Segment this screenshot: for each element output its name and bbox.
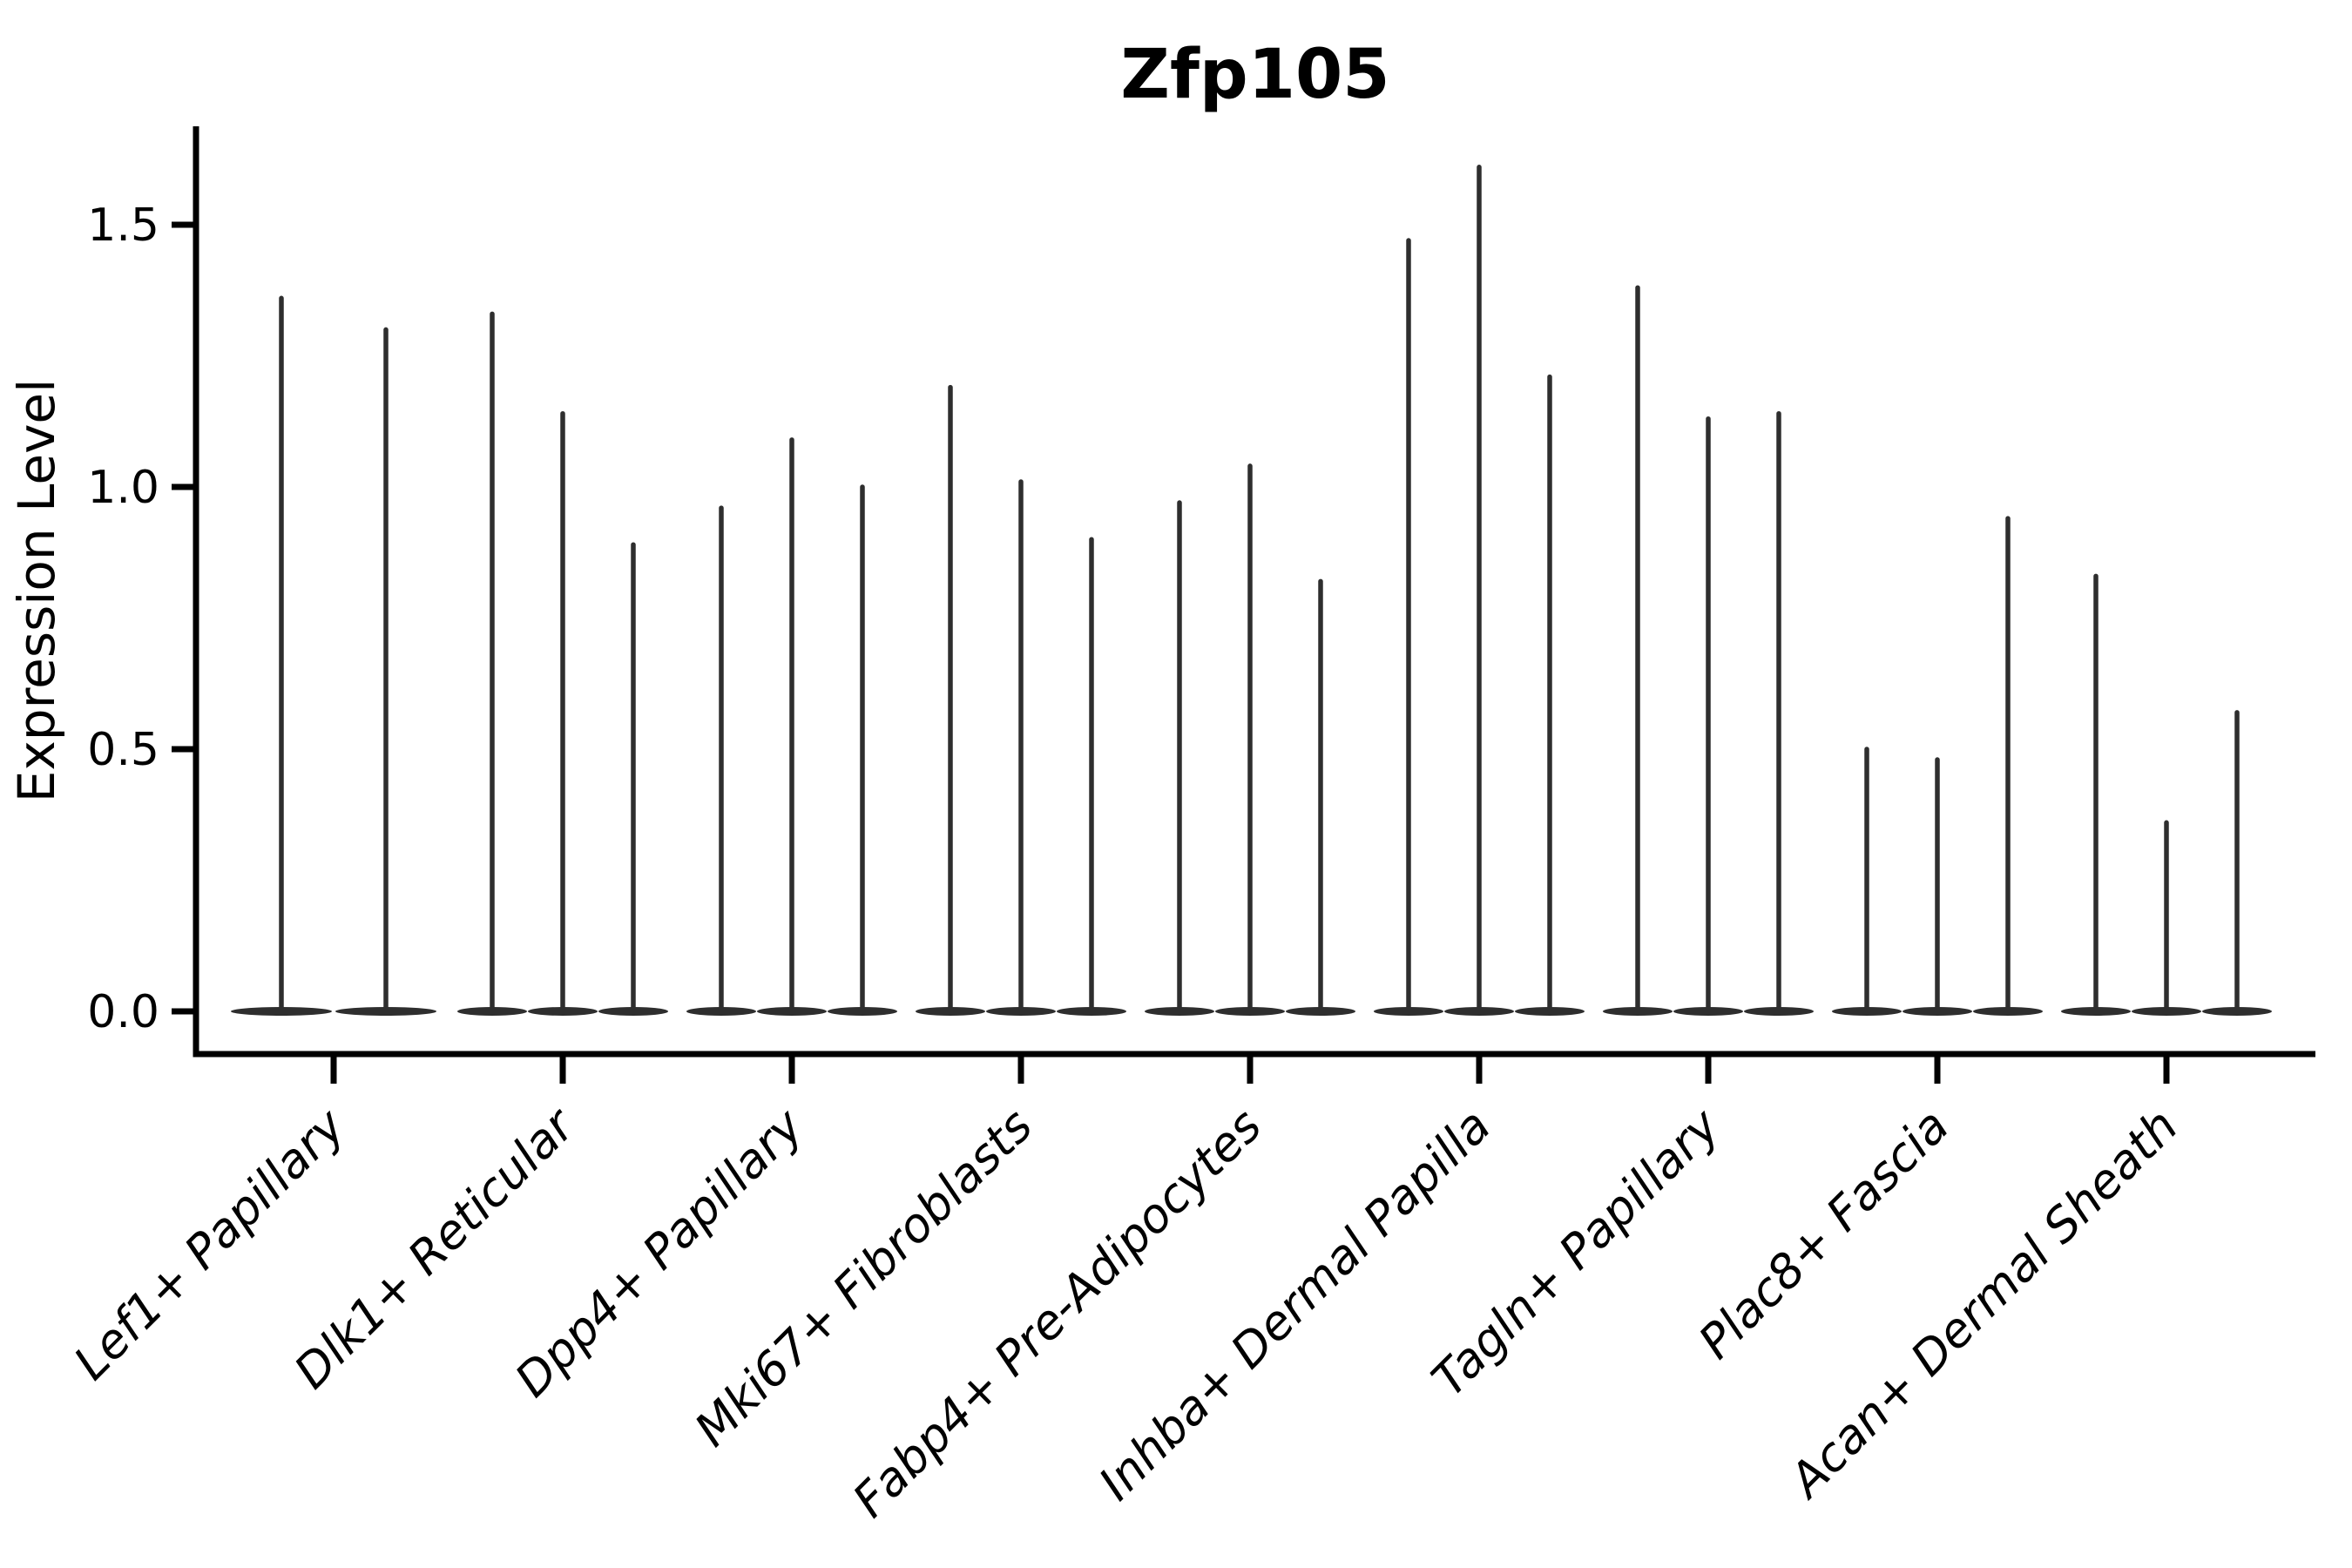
y-axis-label: Expression Level	[7, 379, 66, 802]
plot-title: Zfp105	[1120, 36, 1389, 114]
x-category-label: Acan+ Dermal Sheath	[1777, 1098, 2188, 1510]
violin-group	[1832, 516, 2043, 1016]
x-category-label: Inhba+ Dermal Papilla	[1088, 1098, 1501, 1511]
violin	[1673, 416, 1743, 1016]
violin-group	[1145, 463, 1355, 1016]
violin	[2061, 573, 2131, 1016]
violin	[986, 479, 1056, 1016]
violin-group	[1603, 285, 1814, 1016]
violin	[757, 437, 827, 1016]
violin	[1744, 410, 1814, 1016]
violin-group	[457, 311, 668, 1016]
violin	[598, 542, 668, 1016]
violin	[1973, 516, 2043, 1016]
violin	[1515, 374, 1585, 1016]
violin-group	[1374, 165, 1585, 1016]
y-tick-label: 0.5	[87, 724, 159, 776]
violin	[457, 311, 527, 1016]
violin	[916, 384, 985, 1016]
y-tick-label: 0.0	[87, 986, 159, 1038]
violin	[2132, 820, 2201, 1016]
y-axis-ticks: 0.0 0.5 1.0 1.5	[87, 199, 196, 1038]
violin-group	[2061, 573, 2272, 1016]
violin	[1903, 757, 1972, 1016]
violin	[528, 410, 598, 1016]
violin	[231, 295, 332, 1016]
violin	[1286, 578, 1355, 1016]
violin	[2202, 710, 2272, 1016]
x-category-label: Fabp4+ Pre-Adipocytes	[842, 1098, 1272, 1528]
x-axis-ticks	[330, 1056, 2170, 1084]
violin	[1374, 238, 1443, 1016]
violin	[335, 327, 436, 1016]
violin-group	[916, 384, 1126, 1016]
violins-layer	[231, 165, 2272, 1016]
violin	[1603, 285, 1673, 1016]
violin	[1215, 463, 1285, 1016]
violin	[1444, 165, 1514, 1016]
violin	[1832, 747, 1902, 1016]
y-tick-label: 1.5	[87, 199, 159, 252]
y-tick-label: 1.0	[87, 462, 159, 514]
violin-group	[231, 295, 436, 1016]
violin	[1145, 500, 1214, 1016]
violin-group	[686, 437, 897, 1016]
violin	[686, 505, 756, 1016]
violin	[1057, 537, 1126, 1016]
violin	[828, 484, 897, 1016]
